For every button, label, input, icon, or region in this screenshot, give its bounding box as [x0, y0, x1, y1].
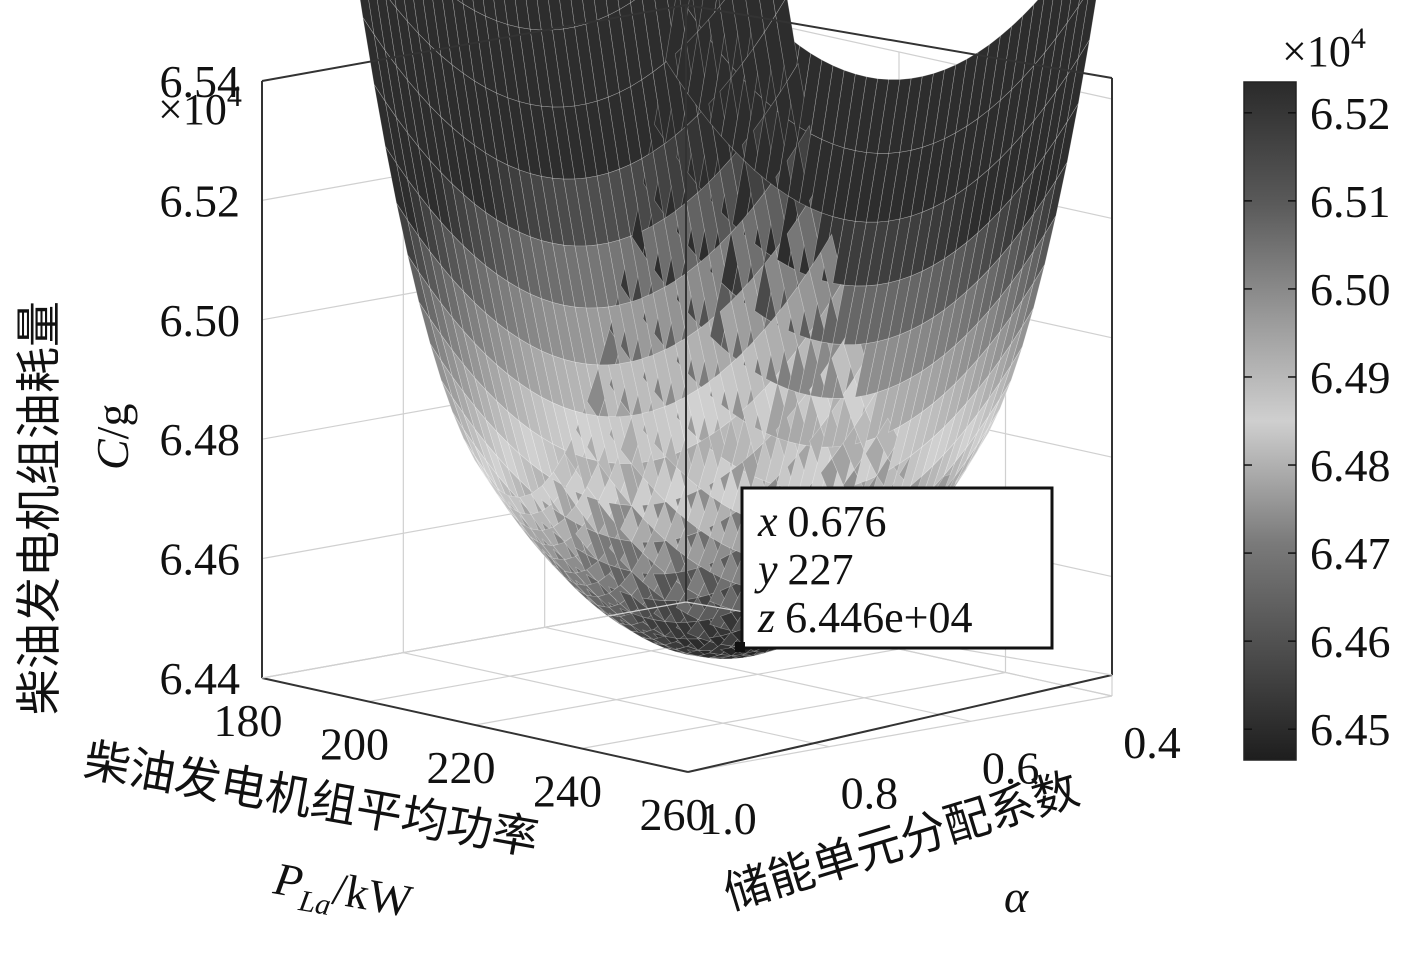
p-tick-label: 200 — [320, 719, 389, 770]
colorbar-ticks: 6.52 6.51 6.50 6.49 6.48 6.47 6.46 6.45 — [1244, 88, 1391, 755]
axis-edge — [261, 677, 689, 773]
surface-patch — [854, 76, 879, 153]
z-multiplier: ×104 — [158, 80, 242, 134]
colorbar-tick-label: 6.51 — [1310, 176, 1391, 227]
z-tick-label: 6.44 — [160, 653, 241, 704]
alpha-axis-label-symbol: α — [1004, 871, 1029, 922]
colorbar-tick-label: 6.49 — [1310, 352, 1391, 403]
datatip-x: x 0.676 — [757, 497, 887, 546]
surface-patch — [988, 25, 1013, 111]
p-tick-label: 260 — [640, 789, 709, 840]
surface-patch — [1078, 0, 1083, 7]
z-tick-label: 6.46 — [160, 534, 241, 585]
datatip-y: y 227 — [754, 545, 854, 594]
colorbar-tick-label: 6.50 — [1310, 264, 1391, 315]
colorbar-tick-label: 6.46 — [1310, 616, 1391, 667]
grid-line-alpha — [544, 626, 971, 722]
tick-labels: 6.44 6.46 6.48 6.50 6.52 6.54 180 200 220 240 260 0… — [160, 56, 1181, 844]
grid-line-p — [474, 648, 900, 726]
alpha-tick-label: 0.4 — [1123, 717, 1181, 768]
surface-patch — [389, 0, 397, 10]
axis-edge — [685, 4, 1113, 79]
colorbar-tick-label: 6.48 — [1310, 440, 1391, 491]
z-tick-label: 6.52 — [160, 175, 241, 226]
surface-patch — [933, 64, 957, 144]
surface-patch — [456, 0, 464, 5]
alpha-tick-label: 1.0 — [699, 793, 757, 844]
surface-patch — [866, 78, 890, 154]
datatip-z: z 6.446e+04 — [757, 593, 972, 642]
axes-box — [261, 4, 1113, 773]
alpha-tick-label: 0.8 — [841, 768, 899, 819]
alpha-tick-label: 0.6 — [982, 742, 1040, 793]
surface-patch — [1067, 0, 1080, 23]
surface-patch — [843, 73, 867, 151]
z-tick-label: 6.48 — [160, 414, 241, 465]
surface-patch — [910, 73, 934, 151]
surface-patch — [1055, 0, 1072, 38]
colorbar-tick-label: 6.52 — [1310, 88, 1391, 139]
grid-line-p — [687, 695, 1113, 773]
surface-patch — [899, 76, 923, 153]
surface-patch — [877, 79, 901, 154]
colorbar: ×104 6.52 6.51 6.50 6.49 6.48 6.47 6.46 6.45 — [1243, 22, 1391, 761]
datatip-marker — [735, 642, 745, 652]
z-tick-label: 6.50 — [160, 295, 241, 346]
surface-patch — [1044, 0, 1063, 54]
p-tick-label: 220 — [427, 742, 496, 793]
surface-patch — [799, 52, 823, 135]
axis-edge — [261, 4, 687, 82]
colorbar-tick-label: 6.45 — [1310, 704, 1391, 755]
surface-patch — [944, 58, 968, 140]
axis-edge — [687, 674, 1113, 773]
p-axis-label-symbol: PLa/kW — [268, 852, 417, 935]
datatip-box — [740, 486, 1054, 650]
colorbar-tick-label: 6.47 — [1310, 528, 1391, 579]
z-axis-label-cn: 柴油发电机组油耗量 — [12, 301, 66, 715]
surface-patch — [966, 43, 990, 127]
grid-line-p — [581, 671, 1006, 750]
colorbar-multiplier: ×104 — [1282, 22, 1366, 76]
datatip[interactable]: x 0.676 y 227 z 6.446e+04 — [735, 486, 1054, 652]
p-tick-label: 180 — [214, 695, 283, 746]
grid-line-alpha — [403, 652, 830, 748]
z-tick-label: 6.54 — [160, 56, 241, 107]
surface-patch — [821, 65, 845, 145]
floor-edge — [261, 601, 687, 679]
surface-patch — [1078, 0, 1097, 58]
surface-patch — [955, 51, 979, 134]
p-tick-label: 240 — [533, 766, 602, 817]
z-axis-label-symbol: C/g — [87, 404, 138, 470]
surface-patch — [921, 69, 945, 148]
alpha-axis-label-cn: 储能单元分配系数 — [717, 761, 1085, 920]
colorbar-gradient — [1243, 81, 1297, 761]
